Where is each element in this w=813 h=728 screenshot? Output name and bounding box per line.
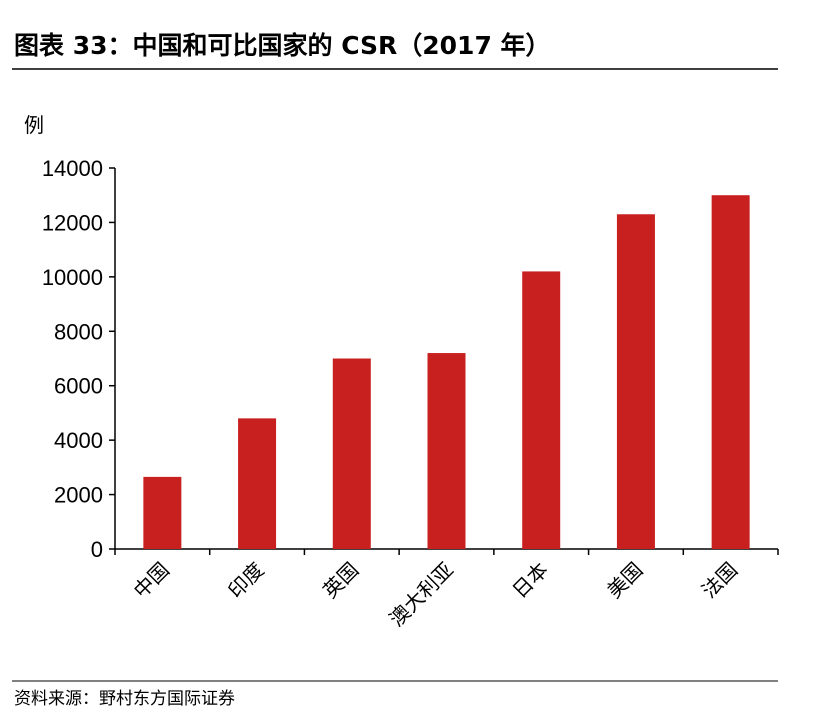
y-tick-label: 6000	[54, 374, 103, 399]
x-tick-label: 中国	[129, 558, 174, 603]
y-tick-label: 2000	[54, 483, 103, 508]
bar	[427, 353, 466, 549]
y-tick-label: 10000	[42, 265, 103, 290]
bar	[616, 214, 655, 549]
y-tick-label: 14000	[42, 156, 103, 181]
y-tick-label: 4000	[54, 428, 103, 453]
x-tick-label: 印度	[223, 558, 268, 603]
x-tick-label: 日本	[507, 558, 552, 603]
x-tick-label: 法国	[697, 558, 742, 603]
x-tick-label: 英国	[318, 558, 363, 603]
chart-title: 图表 33：中国和可比国家的 CSR（2017 年）	[14, 31, 551, 60]
source: 资料来源：野村东方国际证券	[14, 689, 235, 709]
y-axis-label: 例	[24, 113, 44, 137]
bar	[238, 418, 277, 549]
bar	[711, 195, 750, 549]
x-tick-label: 美国	[602, 558, 647, 603]
y-tick-label: 0	[91, 537, 103, 562]
x-tick-label: 澳大利亚	[384, 558, 458, 632]
bar	[522, 271, 561, 549]
y-tick-label: 8000	[54, 319, 103, 344]
bar	[332, 358, 371, 549]
y-tick-label: 12000	[42, 210, 103, 235]
bar	[143, 476, 182, 549]
